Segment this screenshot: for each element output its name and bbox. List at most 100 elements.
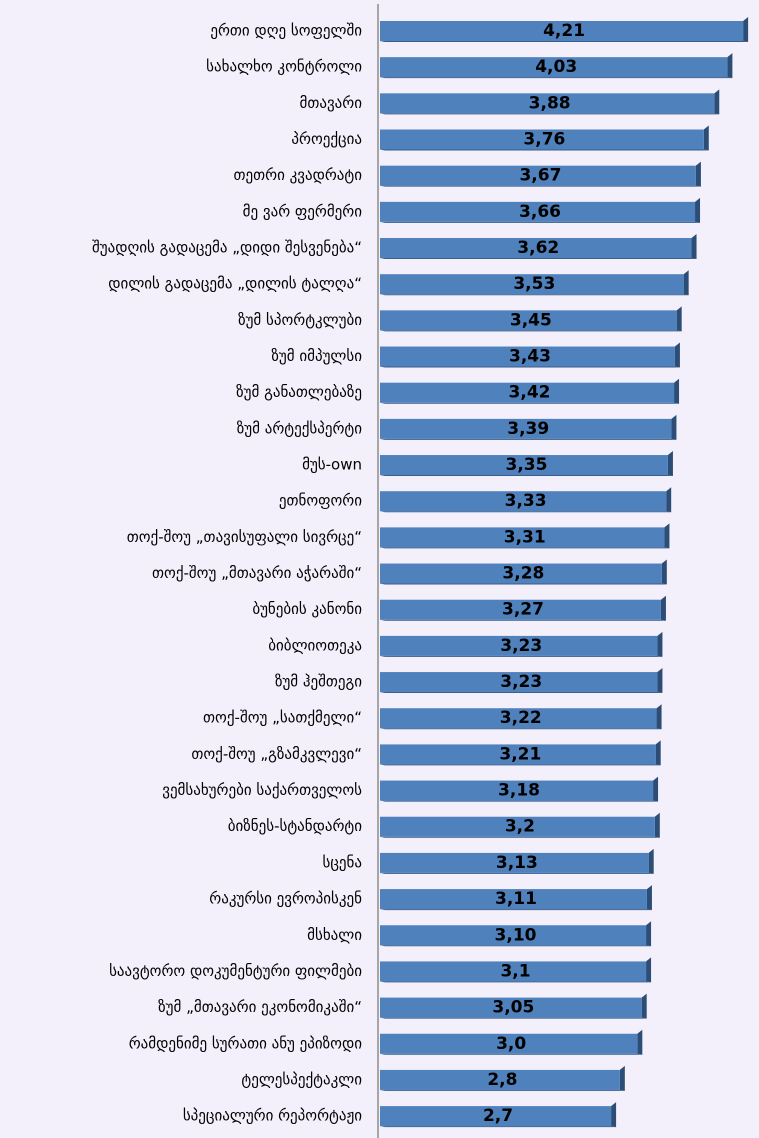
bar	[380, 455, 668, 476]
category-label: ვემსახურები საქართველოს	[162, 781, 362, 799]
category-label: სცენა	[323, 853, 362, 871]
category-label: ერთი დღე სოფელში	[210, 22, 362, 40]
bar	[380, 93, 715, 114]
category-label: ზუმ ჰეშთეგი	[275, 673, 362, 691]
bar-shade	[380, 511, 672, 513]
value-label: 3,11	[495, 889, 537, 909]
value-label: 3,76	[523, 130, 565, 150]
bar-shade	[657, 668, 663, 694]
value-label: 3,45	[510, 310, 552, 330]
category-label: თოქ-შოუ „გზამკვლევი“	[191, 745, 362, 763]
bar	[380, 129, 704, 150]
value-label: 2,8	[487, 1070, 517, 1090]
bar-shade	[667, 451, 673, 477]
category-label: რაკურსი ევროპისკენ	[209, 890, 362, 908]
category-label: მსხალი	[307, 926, 362, 944]
value-label: 3,13	[496, 853, 538, 873]
category-label: მთავარი	[300, 94, 363, 112]
bar	[380, 780, 654, 801]
bar	[380, 599, 661, 620]
category-label: ზუმ იმპულსი	[271, 347, 362, 365]
bar	[380, 563, 662, 584]
bar-shade	[671, 414, 677, 440]
category-label: მუს-own	[302, 456, 362, 474]
value-label: 3,05	[492, 998, 534, 1018]
bar	[380, 491, 667, 512]
bar	[380, 57, 728, 78]
bar	[380, 418, 672, 439]
bar	[380, 201, 696, 222]
bar-shade	[380, 185, 701, 187]
bar	[380, 961, 647, 982]
bar-shade	[691, 234, 697, 260]
bar-shade	[664, 523, 670, 549]
bar-shade	[380, 258, 697, 260]
value-label: 4,21	[543, 21, 585, 41]
value-label: 3,23	[500, 672, 542, 692]
value-label: 3,42	[509, 383, 551, 403]
bar-shade	[637, 1029, 643, 1055]
bar-shade	[380, 836, 660, 838]
category-label: მე ვარ ფერმერი	[243, 202, 363, 220]
bar-shade	[660, 595, 666, 621]
bar-shade	[648, 848, 654, 874]
bar-shade	[380, 366, 680, 368]
bar	[380, 672, 658, 693]
bar	[380, 816, 655, 837]
bar-shade	[674, 342, 680, 368]
bar-shade	[695, 197, 701, 223]
bar-shade	[380, 475, 673, 477]
category-label: ეთნოფორი	[279, 492, 362, 510]
bar	[380, 1106, 612, 1127]
category-label: სპეციალური რეპორტაჟი	[183, 1107, 362, 1125]
value-label: 3,67	[519, 166, 561, 186]
bar	[380, 744, 656, 765]
bar-shade	[666, 487, 672, 513]
category-label: თეთრი კვადრატი	[234, 166, 363, 184]
value-label: 2,7	[483, 1106, 513, 1126]
value-label: 3,2	[505, 817, 535, 837]
bar-shade	[380, 113, 720, 115]
bar-shade	[380, 221, 701, 223]
bar-shade	[380, 619, 666, 621]
bar-shade	[611, 1102, 617, 1128]
bar-shade	[674, 378, 680, 404]
value-label: 3,31	[504, 527, 546, 547]
bar-shade	[380, 872, 654, 874]
bar-shade	[380, 547, 670, 549]
bar	[380, 1033, 638, 1054]
value-label: 3,39	[507, 419, 549, 439]
category-label: რამდენიმე სურათი ანუ ეპიზოდი	[129, 1034, 362, 1052]
category-label: თოქ-შოუ „თავისუფალი სივრცე“	[127, 528, 362, 546]
value-label: 3,27	[502, 600, 544, 620]
bar-shade	[380, 945, 652, 947]
bar-shade	[380, 764, 661, 766]
bar-shade	[646, 921, 652, 947]
bar-shade	[683, 270, 689, 296]
bar-shade	[655, 740, 661, 766]
value-label: 3,1	[500, 961, 530, 981]
value-label: 3,62	[517, 238, 559, 258]
category-label: ბიბლიოთეკა	[268, 636, 362, 654]
bar	[380, 852, 649, 873]
category-label: სახალხო კონტროლი	[206, 58, 362, 76]
category-label: შუადღის გადაცემა „დიდი შესვენება“	[92, 239, 362, 257]
bar	[380, 1069, 620, 1090]
bar-shade	[380, 909, 652, 911]
bar-shade	[646, 885, 652, 911]
bar-shade	[743, 17, 749, 42]
category-label: ბიზნეს-სტანდარტი	[228, 817, 362, 835]
category-label: ზუმ სპორტკლუბი	[238, 311, 362, 329]
bar	[380, 997, 642, 1018]
bar	[380, 382, 675, 403]
bar-shade	[380, 981, 652, 983]
bar	[380, 310, 677, 331]
bar	[380, 925, 647, 946]
bar-shade	[380, 149, 709, 151]
bar-shade	[727, 53, 733, 79]
value-label: 3,88	[529, 93, 571, 113]
value-label: 3,33	[505, 491, 547, 511]
value-label: 3,22	[500, 708, 542, 728]
bar	[380, 346, 675, 367]
